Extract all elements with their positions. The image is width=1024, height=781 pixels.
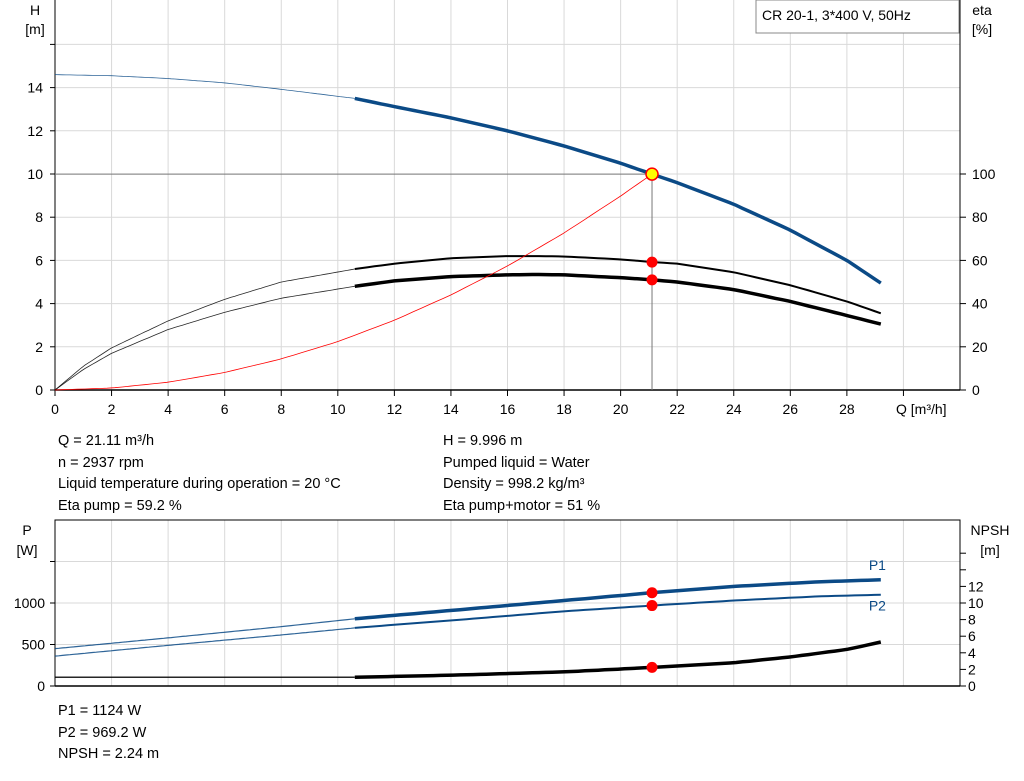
x-tick-label: 16 bbox=[500, 401, 516, 417]
x-tick-label: 8 bbox=[277, 401, 285, 417]
series-label-p1: P1 bbox=[869, 557, 886, 573]
x-tick-label: 10 bbox=[330, 401, 346, 417]
y-tick-label: 500 bbox=[22, 637, 46, 653]
y2-tick-label: 60 bbox=[972, 252, 988, 268]
series-p1 bbox=[354, 578, 881, 621]
y2-tick-label: 40 bbox=[972, 296, 988, 312]
y-axis-unit: [m] bbox=[25, 21, 44, 37]
series-p1-thin bbox=[54, 618, 355, 650]
y-axis-unit: [W] bbox=[17, 542, 38, 558]
x-tick-label: 4 bbox=[164, 401, 172, 417]
info-n: n = 2937 rpm bbox=[58, 454, 144, 471]
info-liquid: Pumped liquid = Water bbox=[443, 454, 590, 471]
y-tick-label: 14 bbox=[27, 80, 43, 96]
y2-axis-unit: [m] bbox=[980, 542, 999, 558]
x-tick-label: 24 bbox=[726, 401, 742, 417]
series-H bbox=[354, 96, 882, 285]
info-top-right: H = 9.996 m Pumped liquid = Water Densit… bbox=[443, 431, 600, 517]
y-axis-label: P bbox=[22, 522, 31, 538]
y2-tick-label: 4 bbox=[968, 645, 976, 661]
duty-point-p1 bbox=[646, 587, 658, 599]
x-tick-label: 0 bbox=[51, 401, 59, 417]
y-axis-label: H bbox=[30, 2, 40, 18]
info-h: H = 9.996 m bbox=[443, 433, 523, 449]
legend-box: CR 20-1, 3*400 V, 50Hz bbox=[755, 0, 960, 34]
info-p1: P1 = 1124 W bbox=[58, 703, 142, 719]
series-eta-pump-thin bbox=[54, 268, 355, 391]
series-eta-pump-motor bbox=[354, 272, 882, 326]
duty-point-eta-motor bbox=[646, 274, 658, 286]
y2-axis-unit: [%] bbox=[972, 21, 992, 37]
x-tick-label: 2 bbox=[108, 401, 116, 417]
x-tick-label: 26 bbox=[783, 401, 799, 417]
x-tick-label: 22 bbox=[669, 401, 685, 417]
info-p2: P2 = 969.2 W bbox=[58, 724, 147, 741]
duty-point-eta-pump bbox=[646, 256, 658, 268]
info-eta-pump: Eta pump = 59.2 % bbox=[58, 497, 182, 514]
info-temp: Liquid temperature during operation = 20… bbox=[58, 476, 341, 492]
y2-tick-label: 0 bbox=[968, 678, 976, 694]
legend-title: CR 20-1, 3*400 V, 50Hz bbox=[762, 7, 911, 23]
y2-tick-label: 12 bbox=[968, 578, 984, 594]
y2-tick-label: 8 bbox=[968, 612, 976, 628]
y-tick-label: 4 bbox=[35, 296, 43, 312]
y2-tick-label: 2 bbox=[968, 661, 976, 677]
y-tick-label: 8 bbox=[35, 209, 43, 225]
duty-point-p2 bbox=[646, 600, 658, 612]
y-tick-label: 12 bbox=[27, 123, 43, 139]
y-tick-label: 0 bbox=[37, 678, 45, 694]
series-npsh bbox=[354, 640, 882, 680]
y-tick-label: 6 bbox=[35, 252, 43, 268]
info-q: Q = 21.11 m³/h bbox=[58, 433, 155, 449]
x-tick-label: 28 bbox=[839, 401, 855, 417]
info-density: Density = 998.2 kg/m³ bbox=[443, 476, 585, 492]
y2-tick-label: 20 bbox=[972, 339, 988, 355]
duty-point-h bbox=[645, 167, 659, 181]
y-tick-label: 1000 bbox=[14, 595, 45, 611]
x-tick-label: 20 bbox=[613, 401, 629, 417]
y2-axis-label: eta bbox=[972, 2, 992, 18]
y2-axis-label: NPSH bbox=[971, 522, 1010, 538]
x-axis-label: Q [m³/h] bbox=[896, 401, 947, 417]
series-label-p2: P2 bbox=[869, 598, 886, 614]
series-p2-thin bbox=[54, 627, 355, 657]
y2-tick-label: 80 bbox=[972, 209, 988, 225]
y2-tick-label: 100 bbox=[972, 166, 996, 182]
y-tick-label: 0 bbox=[35, 382, 43, 398]
y2-tick-label: 0 bbox=[972, 382, 980, 398]
y2-tick-label: 10 bbox=[968, 595, 984, 611]
info-top-left: Q = 21.11 m³/h n = 2937 rpm Liquid tempe… bbox=[58, 431, 341, 517]
y2-tick-label: 6 bbox=[968, 628, 976, 644]
series-eta-pump-motor-thin bbox=[54, 285, 355, 391]
info-eta-motor: Eta pump+motor = 51 % bbox=[443, 497, 601, 514]
series-p2 bbox=[354, 593, 881, 629]
x-tick-label: 18 bbox=[556, 401, 572, 417]
info-bottom: P1 = 1124 W P2 = 969.2 W NPSH = 2.24 m bbox=[58, 701, 159, 766]
series-system-curve bbox=[54, 173, 653, 391]
y-tick-label: 10 bbox=[27, 166, 43, 182]
duty-point-npsh bbox=[646, 661, 658, 673]
y-tick-label: 2 bbox=[35, 339, 43, 355]
x-tick-label: 14 bbox=[443, 401, 459, 417]
x-tick-label: 12 bbox=[387, 401, 403, 417]
x-tick-label: 6 bbox=[221, 401, 229, 417]
series-eta-pump bbox=[354, 255, 882, 315]
series-H-thin bbox=[54, 74, 355, 99]
info-npsh: NPSH = 2.24 m bbox=[58, 746, 160, 762]
